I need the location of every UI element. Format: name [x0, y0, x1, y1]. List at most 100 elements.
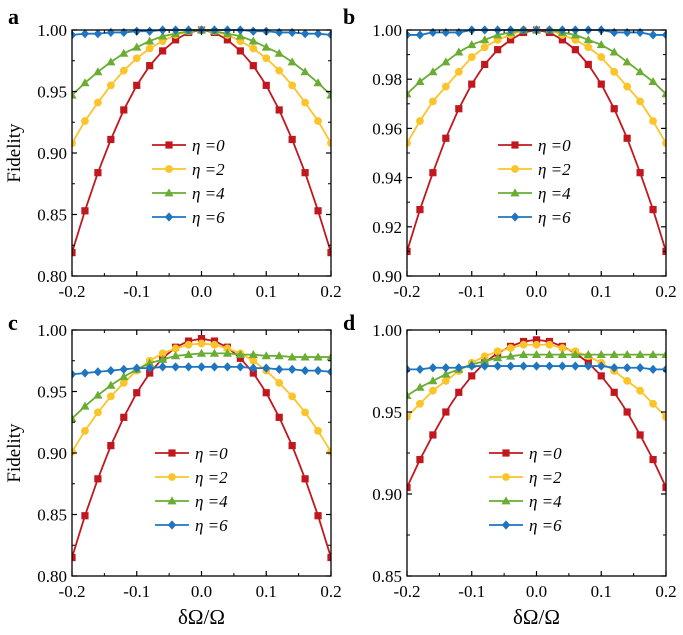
- data-point: [326, 367, 331, 377]
- data-point: [300, 352, 310, 361]
- data-point: [171, 351, 181, 360]
- data-point: [428, 67, 438, 76]
- data-point: [80, 29, 90, 39]
- y-tick-label: 0.85: [37, 506, 67, 525]
- data-point: [441, 57, 451, 66]
- data-point: [287, 364, 297, 374]
- data-point: [72, 30, 77, 40]
- data-point: [72, 139, 76, 148]
- legend-marker: [511, 165, 519, 173]
- y-tick-label: 1.00: [372, 21, 402, 40]
- data-point: [146, 62, 154, 70]
- data-point: [597, 361, 606, 371]
- x-tick-label: -0.1: [123, 582, 150, 601]
- data-point: [416, 205, 424, 214]
- data-point: [274, 351, 284, 360]
- data-point: [80, 401, 90, 410]
- data-point: [649, 455, 657, 464]
- legend-marker: [502, 449, 510, 457]
- data-point: [455, 388, 463, 396]
- data-point: [609, 47, 619, 56]
- data-point: [584, 361, 593, 371]
- x-tick-label: -0.2: [59, 582, 86, 601]
- y-tick-label: 0.85: [37, 206, 67, 225]
- legend-entry: η =4: [192, 184, 225, 203]
- data-point: [261, 351, 271, 360]
- data-point: [145, 44, 154, 53]
- data-point: [635, 67, 645, 76]
- data-point: [94, 408, 102, 417]
- data-point: [636, 386, 644, 395]
- data-point: [172, 36, 180, 44]
- data-point: [480, 35, 490, 44]
- data-point: [94, 475, 102, 483]
- legend-entry: η =0: [538, 136, 571, 155]
- data-point: [648, 364, 658, 374]
- panel-label: c: [8, 310, 18, 335]
- data-point: [407, 483, 411, 492]
- legend-marker: [164, 212, 174, 222]
- y-tick-label: 0.95: [37, 383, 67, 402]
- legend-entry: η =6: [192, 208, 225, 227]
- data-point: [649, 117, 657, 125]
- data-point: [597, 53, 606, 61]
- x-tick-label: 0.1: [256, 582, 277, 601]
- data-point: [662, 483, 666, 492]
- data-point: [197, 335, 206, 343]
- data-point: [119, 66, 128, 75]
- legend-entry: η =6: [195, 516, 228, 535]
- data-point: [583, 350, 593, 358]
- data-point: [661, 89, 666, 98]
- data-point: [314, 512, 322, 520]
- data-point: [610, 363, 619, 373]
- data-point: [623, 408, 631, 416]
- data-point: [262, 363, 271, 373]
- panel-a: a 0.80 0.85 0.90 0.95 1.00 -0.2 -0.1 0.0 0.1 0.2 Fi…: [4, 4, 342, 301]
- data-point: [313, 352, 323, 361]
- plot-area: [72, 25, 331, 257]
- data-point: [662, 139, 666, 148]
- data-point: [532, 340, 541, 349]
- legend-marker: [167, 496, 177, 505]
- data-point: [506, 361, 515, 371]
- data-point: [597, 372, 605, 380]
- data-point: [407, 391, 412, 399]
- data-point: [429, 386, 437, 395]
- data-point: [262, 389, 270, 397]
- data-point: [72, 447, 76, 456]
- data-point: [93, 67, 103, 76]
- legend-marker: [167, 520, 177, 530]
- data-point: [623, 376, 632, 385]
- data-point: [326, 30, 331, 40]
- legend-entry: η =0: [195, 444, 228, 463]
- data-point: [133, 389, 141, 397]
- data-point: [288, 135, 296, 144]
- data-point: [184, 362, 193, 372]
- data-point: [301, 408, 309, 417]
- y-tick-label: 0.98: [372, 70, 402, 89]
- data-point: [493, 353, 503, 362]
- data-point: [235, 350, 245, 358]
- data-point: [441, 27, 451, 38]
- data-point: [81, 512, 89, 520]
- data-point: [441, 363, 451, 373]
- data-point: [531, 350, 542, 358]
- data-point: [407, 364, 412, 374]
- data-point: [454, 27, 463, 38]
- data-point: [571, 361, 580, 371]
- data-point: [610, 27, 619, 38]
- x-tick-label: 0.0: [191, 282, 212, 301]
- data-point: [145, 358, 155, 367]
- legend-marker: [164, 188, 174, 197]
- data-point: [610, 67, 619, 76]
- data-point: [106, 57, 116, 66]
- data-point: [223, 344, 232, 353]
- data-point: [313, 365, 323, 376]
- data-point: [610, 105, 618, 113]
- data-point: [428, 27, 438, 38]
- data-point: [519, 361, 528, 371]
- data-point: [609, 350, 619, 358]
- legend-entry: η =0: [192, 136, 225, 155]
- data-point: [648, 350, 658, 358]
- data-point: [275, 413, 283, 421]
